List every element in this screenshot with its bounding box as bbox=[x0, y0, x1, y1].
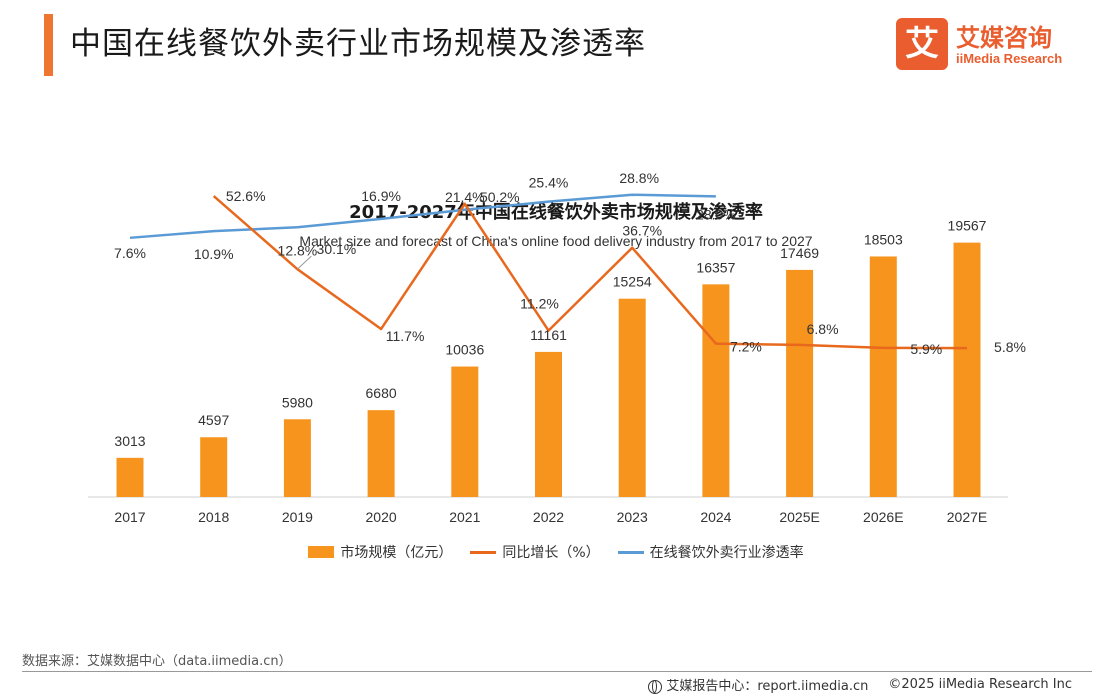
title-accent-bar bbox=[44, 14, 53, 76]
bar-value-label: 18503 bbox=[864, 231, 903, 247]
line-penetration-rate bbox=[129, 193, 716, 240]
bar-value-label: 4597 bbox=[198, 412, 229, 428]
penetration-rate-label: 12.8% bbox=[278, 242, 318, 258]
logo-english-name: iiMedia Research bbox=[956, 51, 1063, 66]
x-tick-label: 2026E bbox=[863, 509, 903, 525]
bar-market-size bbox=[702, 284, 730, 497]
legend-item-penetration: 在线餐饮外卖行业渗透率 bbox=[617, 542, 804, 562]
x-tick-label: 2024 bbox=[700, 509, 731, 525]
x-tick-label: 2021 bbox=[449, 509, 480, 525]
bar-value-label: 19567 bbox=[948, 218, 987, 234]
legend-swatch-line bbox=[470, 550, 497, 554]
bar-market-size bbox=[116, 457, 144, 497]
growth-rate-label: 52.6% bbox=[226, 188, 266, 204]
bar-value-label: 11161 bbox=[530, 327, 567, 343]
copyright: ©2025 iiMedia Research Inc bbox=[888, 677, 1072, 692]
penetration-rate-label: 21.4% bbox=[445, 189, 485, 205]
bar-value-label: 3013 bbox=[114, 433, 145, 449]
logo-chinese-name: 艾媒咨询 bbox=[956, 24, 1052, 52]
growth-rate-label: 11.2% bbox=[520, 296, 559, 312]
bar-market-size bbox=[953, 242, 981, 497]
legend-swatch-line bbox=[617, 550, 644, 554]
x-tick-label: 2022 bbox=[533, 509, 564, 525]
bar-market-size bbox=[535, 351, 562, 497]
globe-icon bbox=[648, 679, 663, 694]
chart-legend: 市场规模（亿元） 同比增长（%） 在线餐饮外卖行业渗透率 bbox=[0, 542, 1112, 562]
legend-label: 同比增长（%） bbox=[502, 545, 600, 561]
bar-market-size bbox=[451, 366, 479, 497]
penetration-rate-label: 25.4% bbox=[529, 175, 569, 191]
growth-rate-label: 30.1% bbox=[317, 241, 357, 257]
x-tick-label: 2018 bbox=[198, 509, 229, 525]
growth-rate-label: 7.2% bbox=[730, 339, 762, 355]
bar-market-size bbox=[786, 269, 814, 497]
bar-market-size bbox=[618, 298, 646, 497]
penetration-rate-label: 28.8% bbox=[619, 170, 659, 186]
x-tick-label: 2020 bbox=[366, 509, 397, 525]
bar-market-size bbox=[283, 419, 311, 497]
bar-value-label: 10036 bbox=[445, 342, 484, 358]
bar-value-label: 16357 bbox=[696, 259, 735, 275]
chart-title: 2017-2027年中国在线餐饮外卖市场规模及渗透率 bbox=[349, 202, 763, 223]
chart-subtitle: Market size and forecast of China's onli… bbox=[299, 233, 813, 249]
x-tick-label: 2023 bbox=[617, 509, 648, 525]
legend-item-growth: 同比增长（%） bbox=[470, 542, 600, 562]
penetration-rate-label: 16.9% bbox=[361, 188, 401, 204]
x-tick-label: 2019 bbox=[282, 509, 313, 525]
legend-label: 在线餐饮外卖行业渗透率 bbox=[649, 545, 804, 561]
growth-rate-label: 36.7% bbox=[622, 223, 662, 239]
growth-rate-label: 50.2% bbox=[480, 189, 520, 205]
growth-rate-label: 6.8% bbox=[807, 321, 839, 337]
x-tick-label: 2017 bbox=[114, 509, 145, 525]
bar-market-size bbox=[869, 256, 897, 497]
data-source-note: 数据来源：艾媒数据中心（data.iimedia.cn） bbox=[22, 654, 292, 669]
footer-divider bbox=[22, 671, 1092, 672]
footer-info: 艾媒报告中心：report.iimedia.cn ©2025 iiMedia R… bbox=[648, 675, 1072, 694]
growth-rate-label: 5.8% bbox=[994, 339, 1026, 355]
growth-rate-label: 11.7% bbox=[386, 328, 425, 344]
legend-label: 市场规模（亿元） bbox=[340, 545, 453, 561]
legend-item-market-size: 市场规模（亿元） bbox=[308, 542, 452, 562]
legend-swatch-bar bbox=[308, 546, 335, 558]
x-tick-label: 2025E bbox=[779, 509, 819, 525]
bar-value-label: 6680 bbox=[366, 385, 397, 401]
page-title: 中国在线餐饮外卖行业市场规模及渗透率 bbox=[70, 26, 646, 62]
growth-rate-label: 5.9% bbox=[910, 341, 942, 357]
bar-market-size bbox=[200, 437, 228, 497]
logo-mark-icon: 艾 bbox=[896, 18, 948, 70]
bar-value-label: 17469 bbox=[780, 245, 819, 261]
bar-value-label: 15254 bbox=[613, 274, 652, 290]
bar-value-label: 5980 bbox=[282, 394, 313, 410]
line-growth-rate bbox=[212, 195, 968, 350]
bar-market-size bbox=[367, 410, 395, 497]
report-center-text: 艾媒报告中心：report.iimedia.cn bbox=[666, 679, 869, 694]
penetration-rate-label: 10.9% bbox=[194, 246, 234, 262]
iimedia-logo: 艾 艾媒咨询 iiMedia Research bbox=[896, 18, 1086, 72]
penetration-rate-label: 7.6% bbox=[114, 245, 146, 261]
penetration-rate-label: 28.0% bbox=[696, 206, 736, 222]
x-tick-label: 2027E bbox=[947, 509, 987, 525]
report-center: 艾媒报告中心：report.iimedia.cn bbox=[648, 675, 868, 694]
label-leader-line bbox=[297, 255, 312, 270]
